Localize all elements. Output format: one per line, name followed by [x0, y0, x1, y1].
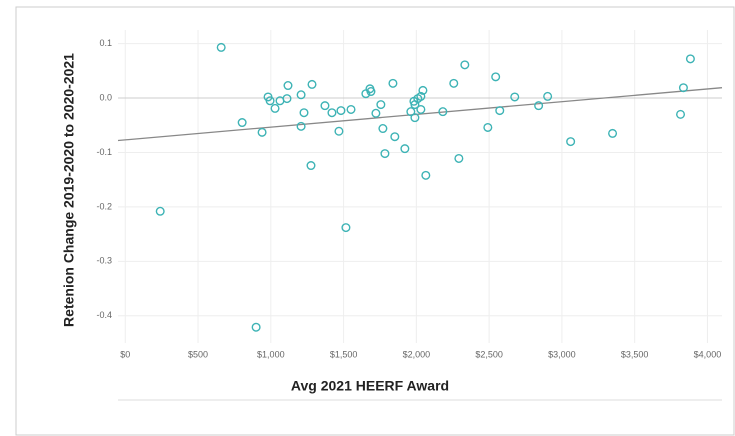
x-tick-label: $3,500	[621, 349, 649, 359]
point	[449, 78, 459, 88]
point	[510, 92, 520, 102]
point	[438, 107, 448, 117]
point	[282, 94, 292, 104]
point	[566, 137, 576, 147]
point	[416, 104, 426, 114]
point	[676, 109, 686, 119]
point	[283, 81, 293, 91]
y-tick-label: -0.4	[96, 310, 112, 320]
point	[296, 90, 306, 100]
point	[270, 103, 280, 113]
x-tick-label: $0	[120, 349, 130, 359]
y-tick-label: -0.1	[96, 147, 112, 157]
point	[155, 206, 165, 216]
point	[376, 100, 386, 110]
x-tick-label: $500	[188, 349, 208, 359]
point	[366, 87, 376, 97]
x-tick-label: $3,000	[548, 349, 576, 359]
point	[346, 104, 356, 114]
y-tick-label: 0.0	[99, 92, 112, 102]
trend-line	[117, 87, 723, 142]
point	[608, 128, 618, 138]
point	[416, 91, 426, 101]
y-tick-label: -0.2	[96, 201, 112, 211]
y-tick-label: 0.1	[99, 38, 112, 48]
point	[388, 78, 398, 88]
point	[400, 144, 410, 154]
x-axis-title: Avg 2021 HEERF Award	[291, 378, 449, 394]
y-axis-title: Retenion Change 2019-2020 to 2020-2021	[61, 53, 77, 327]
point	[685, 54, 695, 64]
point	[306, 161, 316, 171]
point	[678, 83, 688, 93]
point	[378, 124, 388, 134]
x-tick-label: $2,000	[403, 349, 431, 359]
point	[380, 149, 390, 159]
x-tick-label: $2,500	[475, 349, 503, 359]
point	[327, 108, 337, 118]
point	[265, 96, 275, 106]
point	[543, 91, 553, 101]
point	[251, 322, 261, 332]
x-tick-label: $4,000	[694, 349, 722, 359]
x-tick-label: $1,000	[257, 349, 285, 359]
point	[491, 72, 501, 82]
point	[296, 121, 306, 131]
point	[390, 132, 400, 142]
point	[421, 170, 431, 180]
point	[454, 153, 464, 163]
point	[336, 106, 346, 116]
point	[371, 108, 381, 118]
y-tick-label: -0.3	[96, 256, 112, 266]
point	[237, 118, 247, 128]
point	[483, 122, 493, 132]
point	[418, 85, 428, 95]
point	[534, 101, 544, 111]
point	[341, 223, 351, 233]
point	[299, 108, 309, 118]
point	[460, 60, 470, 70]
point	[307, 79, 317, 89]
point	[406, 107, 416, 117]
point	[216, 42, 226, 52]
x-tick-label: $1,500	[330, 349, 358, 359]
point	[410, 113, 420, 123]
panel	[15, 6, 735, 436]
point	[320, 101, 330, 111]
point	[257, 127, 267, 137]
point	[495, 106, 505, 116]
point	[334, 126, 344, 136]
